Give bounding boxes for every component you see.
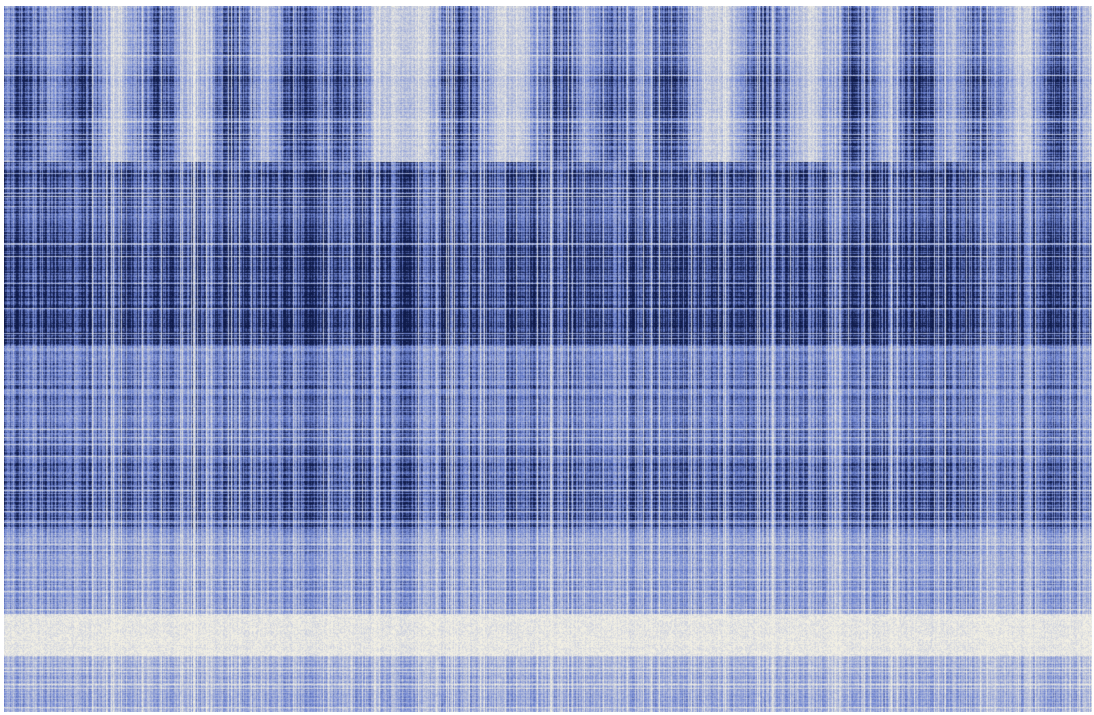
heatmap-plot-area [4, 6, 1092, 712]
